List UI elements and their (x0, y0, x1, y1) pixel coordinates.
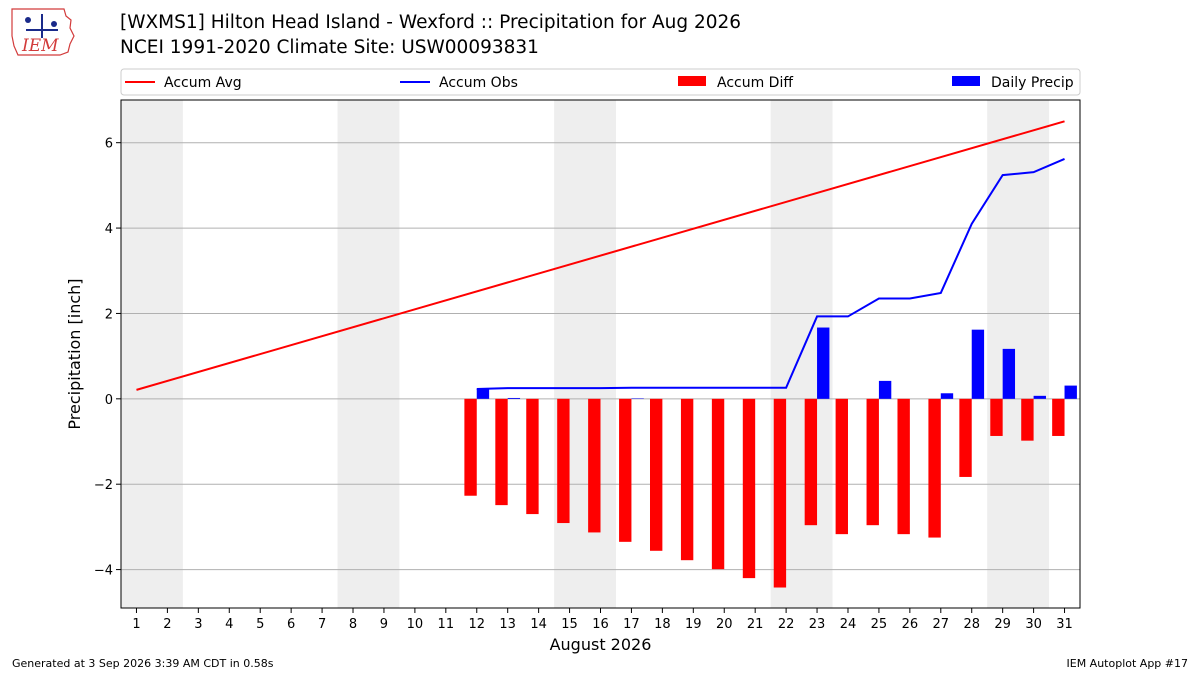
y-tick-label: 4 (105, 222, 113, 237)
x-tick-label: 8 (349, 617, 357, 632)
x-tick-label: 6 (287, 617, 295, 632)
bar-accum-diff (835, 398, 848, 535)
bar-accum-diff (619, 398, 632, 542)
weekend-band (337, 100, 400, 608)
bar-accum-diff (495, 398, 508, 506)
bar-daily-precip (507, 397, 521, 399)
legend: Accum Avg Accum Obs Accum Diff Daily Precip (120, 68, 1081, 96)
bar-daily-precip (817, 327, 830, 399)
x-tick-label: 23 (809, 617, 826, 632)
bar-accum-diff (711, 398, 725, 570)
line-accum-avg (136, 120, 1065, 391)
x-tick-label: 31 (1056, 617, 1073, 632)
x-tick-label: 19 (685, 617, 702, 632)
y-tick-label: 0 (105, 393, 113, 408)
bar-accum-diff (464, 398, 477, 496)
x-tick-label: 22 (778, 617, 795, 632)
bar-accum-diff (742, 398, 756, 579)
bar-accum-diff (928, 398, 941, 538)
x-tick-label: 25 (871, 617, 888, 632)
bar-accum-diff (773, 398, 787, 588)
bar-accum-diff (804, 398, 818, 526)
bar-accum-diff (680, 398, 694, 561)
weekend-band (987, 100, 1050, 608)
x-tick-label: 26 (902, 617, 919, 632)
bar-accum-diff (588, 398, 601, 533)
x-tick-label: 15 (561, 617, 578, 632)
x-tick-label: 24 (840, 617, 857, 632)
x-tick-label: 27 (933, 617, 950, 632)
x-tick-label: 20 (716, 617, 733, 632)
bar-daily-precip (1002, 348, 1016, 399)
bar-accum-diff (1052, 398, 1065, 436)
bar-daily-precip (1033, 395, 1046, 399)
x-axis-label: August 2026 (550, 635, 652, 654)
x-tick-label: 12 (468, 617, 485, 632)
legend-label: Accum Avg (164, 75, 242, 91)
x-tick-label: 9 (380, 617, 388, 632)
legend-label: Accum Diff (717, 75, 793, 91)
series-lines (136, 120, 1065, 391)
bar-accum-diff (1021, 398, 1034, 441)
bar-accum-diff (866, 398, 879, 526)
x-tick-label: 2 (163, 617, 171, 632)
weekend-band (121, 100, 183, 608)
bar-accum-diff (557, 398, 570, 524)
x-tick-label: 10 (407, 617, 424, 632)
y-tick-label: 2 (105, 307, 113, 322)
x-tick-label: 17 (623, 617, 640, 632)
y-axis-label: Precipitation [inch] (65, 278, 84, 429)
chart-subtitle: NCEI 1991-2020 Climate Site: USW00093831 (120, 37, 539, 58)
y-tick-label: −4 (94, 564, 113, 579)
y-tick-label: 6 (105, 137, 113, 152)
bar-daily-precip (878, 380, 892, 399)
iem-logo: IEM (11, 8, 75, 56)
legend-label: Accum Obs (439, 75, 518, 91)
x-tick-label: 16 (592, 617, 609, 632)
legend-box (120, 68, 1081, 96)
line-accum-obs (476, 157, 1065, 391)
x-tick-label: 30 (1025, 617, 1042, 632)
x-tick-label: 13 (499, 617, 516, 632)
x-tick-label: 3 (194, 617, 202, 632)
bar-daily-precip (476, 389, 490, 399)
generated-timestamp: Generated at 3 Sep 2026 3:39 AM CDT in 0… (12, 657, 274, 670)
legend-label: Daily Precip (991, 75, 1074, 91)
legend-swatch (678, 76, 706, 86)
bar-accum-diff (990, 398, 1003, 436)
x-tick-label: 14 (530, 617, 547, 632)
bar-daily-precip (940, 393, 954, 399)
x-tick-label: 29 (994, 617, 1011, 632)
weekend-band (554, 100, 616, 608)
x-tick-label: 5 (256, 617, 264, 632)
bar-accum-diff (526, 398, 539, 515)
x-tick-label: 1 (132, 617, 140, 632)
x-tick-label: 7 (318, 617, 326, 632)
bar-daily-precip (971, 329, 985, 399)
bar-accum-diff (649, 398, 663, 551)
y-tick-label: −2 (94, 478, 113, 493)
logo-text: IEM (21, 36, 59, 56)
x-tick-label: 21 (747, 617, 764, 632)
x-tick-label: 18 (654, 617, 671, 632)
x-tick-label: 28 (963, 617, 980, 632)
bar-accum-diff (959, 398, 972, 477)
chart-title: [WXMS1] Hilton Head Island - Wexford :: … (120, 12, 742, 33)
bar-accum-diff (897, 398, 910, 535)
legend-swatch (952, 76, 980, 86)
bar-daily-precip (1064, 385, 1077, 399)
x-tick-label: 11 (438, 617, 455, 632)
x-tick-label: 4 (225, 617, 233, 632)
bars (464, 327, 1077, 588)
app-label: IEM Autoplot App #17 (1066, 657, 1189, 670)
